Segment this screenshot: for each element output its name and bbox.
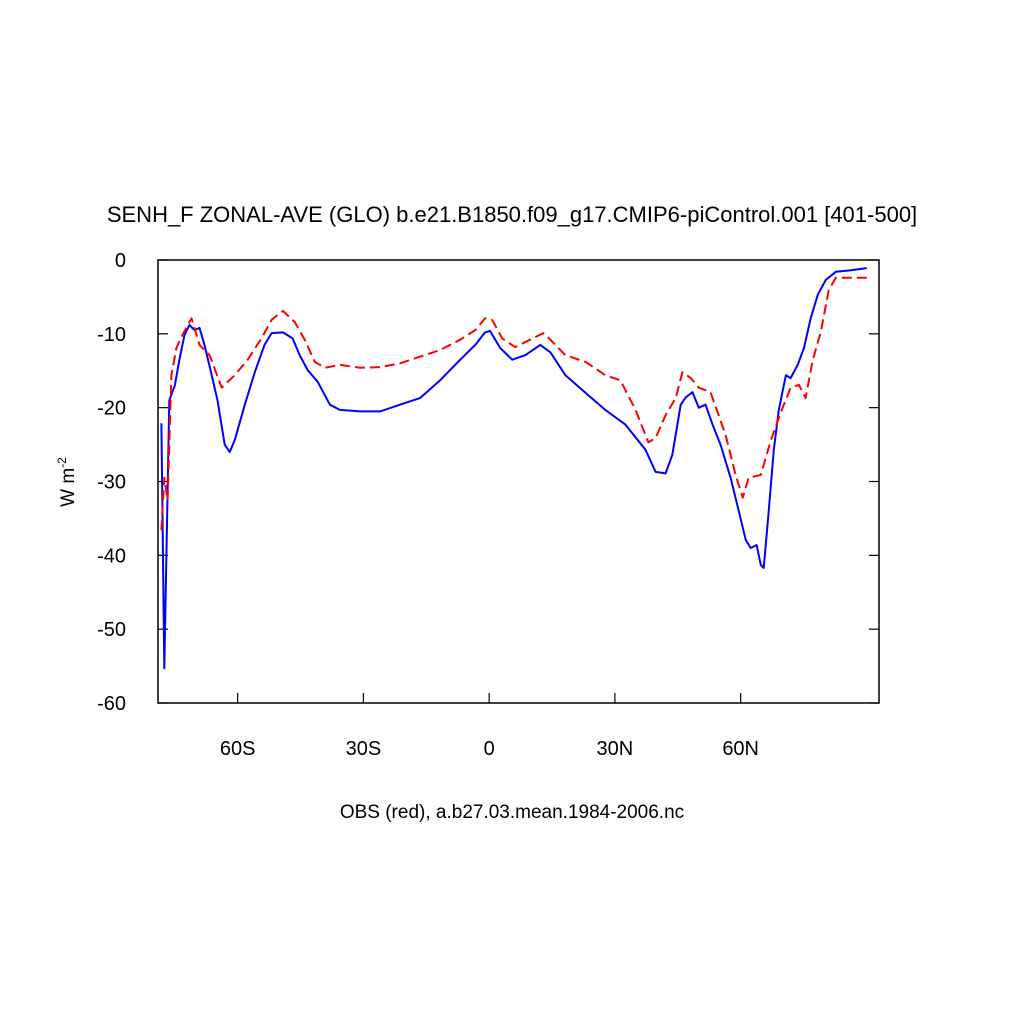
y-tick-label: -20 [97,398,126,420]
y-label-exponent: -2 [55,457,69,468]
x-tick-label: 0 [484,738,495,760]
y-label-text: W m [58,468,79,507]
x-tick-label: 60N [722,738,759,760]
y-tick-label: -40 [97,545,126,567]
data-line [160,267,867,670]
y-tick-label: -10 [97,324,126,346]
y-tick-label: -30 [97,472,126,494]
y-axis-label: W m-2 [55,457,79,507]
x-axis-label: OBS (red), a.b27.03.mean.1984-2006.nc [340,802,684,823]
data-line [160,276,867,531]
y-tick-label: 0 [115,250,126,272]
y-tick-label: -50 [97,619,126,641]
x-tick-label: 30N [597,738,634,760]
chart-title: SENH_F ZONAL-AVE (GLO) b.e21.B1850.f09_g… [107,202,917,227]
y-tick-label: -60 [97,693,126,715]
x-tick-label: 30S [346,738,382,760]
x-tick-label: 60S [220,738,256,760]
